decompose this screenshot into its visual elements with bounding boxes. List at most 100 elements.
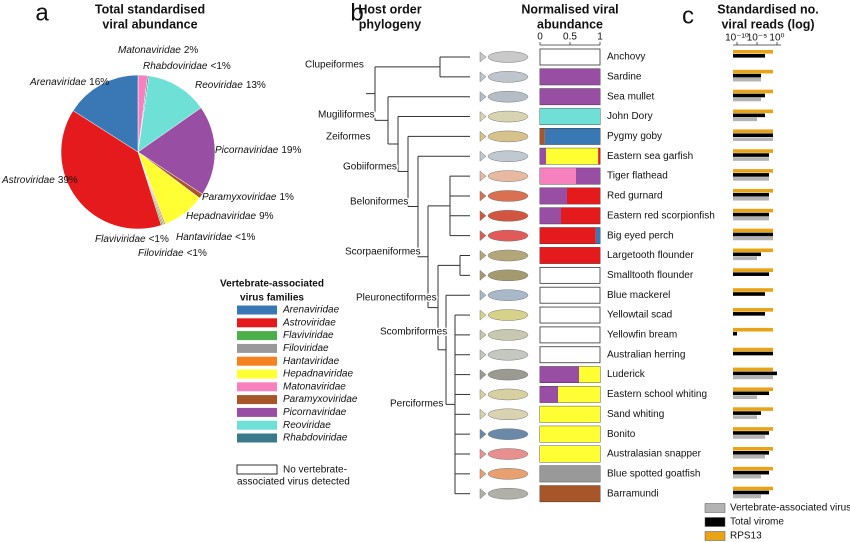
bar [733, 173, 769, 177]
legend-swatch [237, 433, 277, 443]
clade-label: Pleuronectiformes [356, 293, 437, 304]
bar-segment [567, 187, 600, 204]
chart-title: Total standardised [95, 2, 205, 16]
fish-icon [479, 468, 487, 480]
pie-slice [137, 107, 216, 195]
bar-segment [546, 148, 599, 165]
fish-icon [487, 329, 529, 341]
legend-label: Hepadnaviridae [283, 369, 353, 380]
bar [733, 427, 773, 431]
bar-segment [576, 168, 600, 185]
bar-segment [579, 366, 600, 383]
bar [733, 486, 773, 491]
bar [733, 236, 773, 241]
legend-label: RPS13 [730, 531, 762, 542]
category-label: Australasian snapper [607, 449, 702, 460]
fish-icon [479, 349, 487, 361]
bar [733, 431, 769, 435]
category-label: Red gurnard [607, 191, 663, 202]
bar-segment [540, 128, 545, 145]
legend-swatch [237, 343, 277, 353]
bar [733, 192, 769, 197]
legend-swatch [237, 382, 277, 392]
legend-swatch [237, 369, 277, 379]
legend-label: Picornaviridae [283, 407, 347, 418]
bar [733, 169, 773, 173]
bar-segment [540, 108, 600, 125]
fish-icon [479, 488, 487, 500]
category-label: Sand whiting [607, 409, 664, 420]
legend-label: Flaviviridae [283, 330, 334, 341]
bar [733, 256, 757, 261]
bar [733, 133, 773, 137]
fish-icon [487, 309, 529, 321]
fish-icon [487, 150, 529, 162]
bar [733, 292, 765, 296]
bar [733, 157, 769, 161]
fish-icon [487, 428, 529, 440]
legend-swatch [237, 395, 277, 405]
bar [733, 93, 765, 98]
legend-label: Total virome [730, 517, 784, 528]
legend-title: virus families [240, 293, 304, 304]
fish-icon [479, 111, 487, 123]
slice-label: Picornaviridae 19% [215, 145, 301, 156]
category-label: Yellowtail scad [607, 310, 672, 321]
bar-frame [539, 286, 601, 304]
bar [733, 351, 773, 356]
bar-segment [540, 148, 546, 165]
fish-icon [487, 388, 529, 401]
fish-icon [479, 51, 487, 63]
bar [733, 137, 773, 141]
clade-label: Clupeiformes [305, 60, 364, 71]
bar [733, 77, 761, 82]
category-label: Blue spotted goatfish [607, 468, 700, 479]
slice-value: 16% [89, 77, 109, 88]
fish-icon [487, 71, 529, 83]
fish-icon [479, 170, 487, 182]
bar [733, 89, 773, 94]
bar [733, 407, 773, 411]
fish-icon [487, 269, 529, 282]
bar-segment [540, 366, 579, 383]
panel-label: b [350, 0, 363, 26]
bar [733, 97, 761, 102]
x-tick-label: 0.5 [563, 32, 577, 43]
slice-label: Reoviridae 13% [195, 80, 266, 91]
category-label: Eastern sea garfish [607, 151, 693, 162]
clade-label: Mugiliformes [318, 110, 375, 121]
fish-icon [479, 71, 487, 83]
legend-swatch [704, 531, 726, 541]
bar-frame [539, 266, 601, 284]
slice-name: Flaviviridae [95, 234, 146, 245]
bar [733, 347, 773, 352]
chart-title: phylogeny [359, 17, 422, 31]
bar [733, 391, 769, 396]
legend-label: Reoviridae [283, 420, 331, 431]
slice-value: 19% [281, 145, 301, 156]
category-label: Big eyed perch [607, 230, 674, 241]
slice-value: 9% [259, 211, 274, 222]
bar-segment [540, 465, 600, 482]
x-tick-label: 1 [597, 32, 603, 43]
bar [733, 312, 765, 316]
fish-icon [479, 249, 487, 262]
legend-label: Hantaviridae [283, 356, 340, 367]
bar-segment [540, 406, 600, 423]
legend-label: No vertebrate- [283, 465, 347, 476]
legend-label: Arenaviridae [282, 305, 340, 316]
slice-label: Hepadnaviridae 9% [186, 211, 274, 222]
bar [733, 69, 773, 74]
bar [733, 415, 757, 419]
slice-label: Astroviridae 39% [1, 175, 78, 186]
legend-swatch [704, 503, 726, 513]
bar-segment [544, 128, 600, 145]
chart-title: Normalised viral [521, 2, 618, 16]
slice-value: <1% [187, 248, 207, 259]
bar [733, 470, 769, 475]
bar-frame [539, 326, 601, 344]
bar-frame [539, 306, 601, 324]
bar [733, 73, 761, 78]
fish-icon [487, 249, 529, 262]
x-tick-label: 10⁻⁵ [747, 33, 768, 44]
